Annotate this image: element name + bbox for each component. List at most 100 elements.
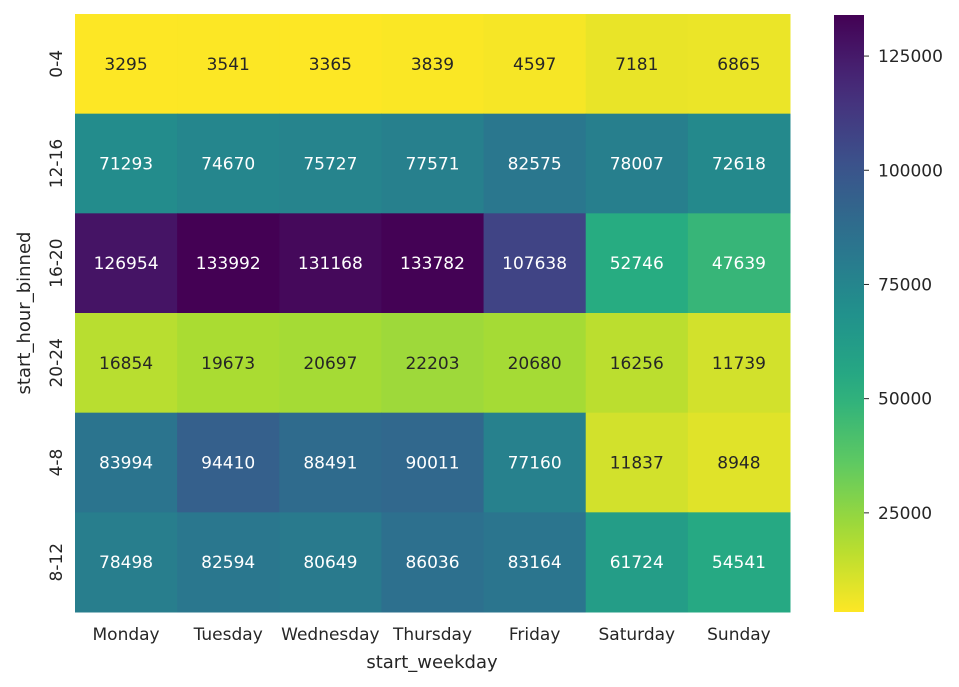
heatmap-cell	[279, 14, 382, 115]
heatmap-cell	[177, 512, 280, 613]
cell-value-label: 80649	[303, 553, 357, 573]
cell-value-label: 61724	[610, 553, 664, 573]
heatmap-cell	[687, 313, 791, 414]
x-tick-label: Sunday	[707, 625, 771, 645]
heatmap-cell	[687, 213, 791, 314]
colorbar	[834, 15, 864, 612]
colorbar-tick-label: 75000	[878, 275, 932, 295]
cell-value-label: 16854	[99, 354, 153, 374]
heatmap-cell	[585, 14, 689, 115]
cell-value-label: 86036	[405, 553, 459, 573]
cell-value-label: 94410	[201, 454, 255, 474]
heatmap-cell	[177, 213, 280, 314]
colorbar-tick-label: 25000	[878, 504, 932, 524]
heatmap-cells	[75, 14, 791, 613]
heatmap-cell	[585, 512, 689, 613]
cell-value-label: 133992	[196, 254, 261, 274]
heatmap-cell	[279, 113, 382, 214]
y-axis-ticks: 0-4 12-16 16-20 20-24 4-8 8-12	[47, 50, 67, 582]
heatmap-cell	[585, 213, 689, 314]
y-tick-label: 4-8	[47, 449, 67, 477]
heatmap-cell	[177, 412, 280, 513]
cell-value-label: 71293	[99, 155, 153, 175]
heatmap-cell	[687, 512, 791, 613]
heatmap-cell	[381, 113, 485, 214]
heatmap-cell	[177, 113, 280, 214]
x-axis-ticks: Monday Tuesday Wednesday Thursday Friday Satu…	[93, 625, 771, 645]
cell-value-label: 82575	[508, 155, 562, 175]
heatmap-cell	[75, 313, 178, 414]
heatmap-cell	[381, 213, 485, 314]
cell-value-label: 131168	[298, 254, 363, 274]
y-axis-title: start_hour_binned	[14, 232, 35, 395]
cell-value-label: 4597	[513, 55, 556, 75]
x-tick-label: Saturday	[598, 625, 675, 645]
cell-value-label: 107638	[502, 254, 567, 274]
heatmap-cell	[483, 14, 587, 115]
heatmap-cell	[585, 313, 689, 414]
y-tick-label: 12-16	[47, 139, 67, 188]
cell-value-label: 75727	[303, 155, 357, 175]
cell-value-label: 11739	[712, 354, 766, 374]
heatmap-cell	[75, 14, 178, 115]
x-tick-label: Wednesday	[281, 625, 379, 645]
cell-value-label: 47639	[712, 254, 766, 274]
heatmap-cell	[483, 313, 587, 414]
heatmap-cell	[279, 512, 382, 613]
heatmap-cell	[381, 412, 485, 513]
heatmap-cell	[75, 412, 178, 513]
cell-value-label: 78007	[610, 155, 664, 175]
heatmap-cell	[75, 213, 178, 314]
y-tick-label: 16-20	[47, 238, 67, 287]
heatmap-cell	[585, 113, 689, 214]
cell-value-label: 54541	[712, 553, 766, 573]
heatmap-cell	[483, 412, 587, 513]
cell-value-label: 7181	[615, 55, 658, 75]
heatmap-cell	[177, 313, 280, 414]
heatmap-cell	[279, 213, 382, 314]
cell-value-label: 133782	[400, 254, 465, 274]
cell-value-label: 3365	[309, 55, 352, 75]
cell-value-label: 90011	[405, 454, 459, 474]
heatmap-cell	[687, 412, 791, 513]
y-tick-label: 20-24	[47, 338, 67, 387]
cell-value-label: 74670	[201, 155, 255, 175]
cell-value-label: 83164	[508, 553, 562, 573]
colorbar-tick-label: 125000	[878, 47, 943, 67]
x-tick-label: Tuesday	[193, 625, 263, 645]
cell-value-label: 20697	[303, 354, 357, 374]
heatmap-cell-labels: 3295 3541 3365 3839 4597 7181 6865 71293 74670 75…	[94, 55, 766, 573]
x-axis-title: start_weekday	[366, 652, 498, 673]
heatmap-cell	[279, 412, 382, 513]
colorbar-tick-label: 100000	[878, 161, 943, 181]
heatmap-cell	[687, 113, 791, 214]
x-tick-label: Friday	[509, 625, 561, 645]
heatmap-cell	[381, 313, 485, 414]
x-tick-label: Thursday	[392, 625, 472, 645]
cell-value-label: 82594	[201, 553, 255, 573]
heatmap-cell	[483, 213, 587, 314]
cell-value-label: 126954	[94, 254, 159, 274]
cell-value-label: 52746	[610, 254, 664, 274]
heatmap-cell	[483, 512, 587, 613]
heatmap-cell	[381, 14, 485, 115]
cell-value-label: 3541	[207, 55, 250, 75]
x-tick-label: Monday	[93, 625, 160, 645]
heatmap-cell	[483, 113, 587, 214]
heatmap-cell	[381, 512, 485, 613]
heatmap-cell	[585, 412, 689, 513]
cell-value-label: 20680	[508, 354, 562, 374]
heatmap-cell	[279, 313, 382, 414]
colorbar-tick-label: 50000	[878, 390, 932, 410]
cell-value-label: 77571	[405, 155, 459, 175]
y-tick-label: 0-4	[47, 50, 67, 78]
cell-value-label: 6865	[717, 55, 760, 75]
cell-value-label: 77160	[508, 454, 562, 474]
heatmap-cell	[687, 14, 791, 115]
cell-value-label: 19673	[201, 354, 255, 374]
cell-value-label: 72618	[712, 155, 766, 175]
colorbar-ticks: 25000 50000 75000 100000 125000	[864, 47, 943, 524]
cell-value-label: 22203	[405, 354, 459, 374]
heatmap-cell	[75, 512, 178, 613]
